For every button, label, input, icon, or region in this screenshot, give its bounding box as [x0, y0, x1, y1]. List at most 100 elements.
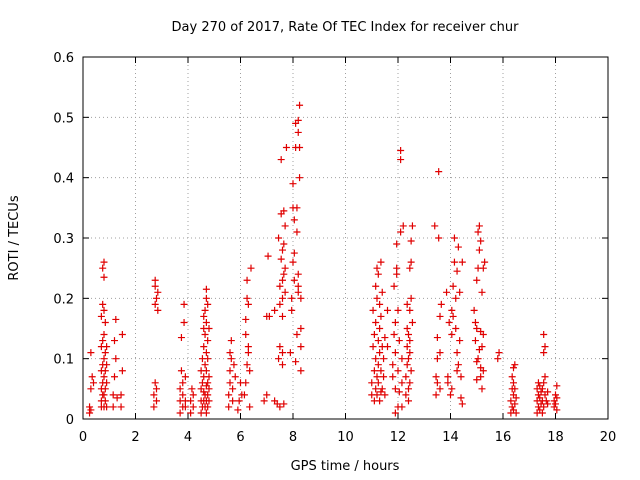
data-point: [380, 373, 388, 381]
data-point: [372, 318, 380, 326]
data-point: [229, 397, 237, 405]
data-point: [458, 400, 466, 408]
data-point: [112, 315, 120, 323]
data-point: [544, 388, 552, 396]
data-point: [151, 282, 159, 290]
data-point: [176, 385, 184, 393]
data-point: [436, 385, 444, 393]
data-point: [553, 394, 561, 402]
data-point: [377, 312, 385, 320]
data-point: [372, 355, 380, 363]
data-point: [473, 276, 481, 284]
data-point: [280, 207, 288, 215]
data-point: [541, 373, 549, 381]
data-point: [279, 276, 286, 284]
data-point: [100, 391, 108, 399]
data-point: [153, 294, 160, 302]
data-point: [402, 373, 410, 381]
data-point: [537, 388, 545, 396]
data-point: [202, 409, 210, 417]
data-point: [279, 312, 286, 320]
data-point: [398, 379, 406, 387]
data-point: [374, 379, 382, 387]
data-point: [453, 367, 461, 375]
data-point: [437, 300, 445, 308]
data-point: [544, 400, 552, 408]
data-point: [373, 391, 381, 399]
data-point: [154, 288, 162, 296]
data-point: [431, 222, 439, 230]
data-point: [293, 204, 301, 212]
data-point: [297, 294, 305, 302]
data-point: [276, 282, 284, 290]
data-point: [443, 288, 451, 296]
data-point: [397, 156, 405, 164]
data-point: [405, 355, 412, 363]
data-point: [180, 318, 188, 326]
data-point: [398, 403, 406, 411]
data-point: [205, 325, 213, 332]
data-point: [377, 258, 385, 266]
data-point: [293, 228, 301, 236]
data-point: [495, 349, 503, 357]
data-point: [540, 403, 548, 411]
plot-frame: [82, 56, 609, 420]
data-point: [481, 258, 489, 266]
data-point: [100, 306, 108, 314]
data-point: [103, 403, 111, 411]
data-point: [246, 403, 254, 411]
data-point: [454, 361, 462, 369]
data-point: [391, 349, 399, 357]
data-point: [403, 343, 411, 351]
data-point: [453, 267, 461, 275]
data-point: [225, 391, 233, 399]
data-point: [100, 331, 108, 339]
data-point: [100, 273, 108, 281]
data-point: [271, 306, 279, 314]
data-point: [205, 373, 213, 381]
data-point: [288, 294, 296, 302]
data-point: [153, 397, 160, 405]
data-point: [456, 288, 464, 296]
data-point: [405, 331, 412, 339]
data-point: [376, 349, 384, 357]
data-point: [99, 264, 107, 272]
data-point: [187, 397, 195, 405]
x-tick-label: 4: [184, 430, 192, 445]
data-point: [448, 306, 456, 314]
data-point: [456, 337, 464, 345]
data-point: [397, 147, 405, 155]
data-point: [399, 222, 407, 230]
data-point: [289, 180, 297, 188]
data-point: [406, 264, 414, 272]
data-point: [450, 234, 458, 242]
data-point: [452, 294, 460, 302]
data-point: [478, 385, 486, 393]
data-point: [540, 379, 548, 387]
data-point: [538, 409, 546, 417]
data-point: [103, 361, 111, 369]
data-point: [153, 385, 160, 393]
data-point: [179, 391, 187, 399]
data-point: [112, 355, 120, 363]
x-tick-label: 6: [236, 430, 244, 445]
data-point: [275, 355, 283, 363]
data-point: [475, 222, 483, 230]
data-point: [477, 237, 485, 245]
data-point: [393, 264, 401, 272]
data-point: [511, 361, 519, 369]
data-point: [242, 379, 250, 387]
data-point: [297, 343, 305, 351]
data-point: [246, 367, 254, 375]
data-point: [297, 325, 305, 332]
data-point: [381, 391, 389, 399]
data-point: [448, 331, 456, 339]
data-point: [374, 361, 382, 369]
data-point: [277, 255, 285, 263]
data-point: [189, 403, 197, 411]
data-point: [229, 385, 237, 393]
data-point: [225, 403, 233, 411]
grid-lines: [83, 57, 608, 419]
data-point: [227, 337, 235, 345]
